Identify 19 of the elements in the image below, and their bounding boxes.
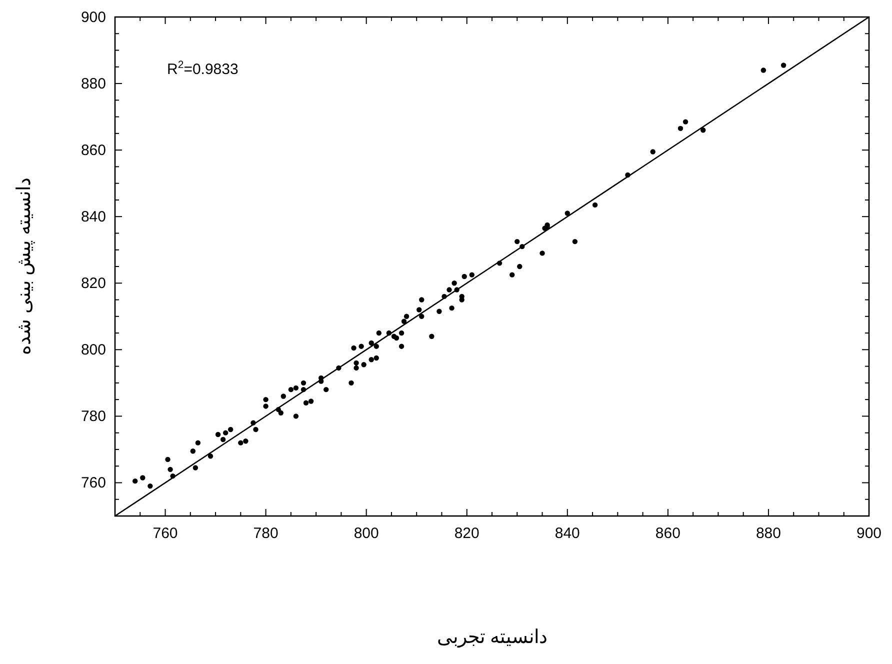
y-tick-label: 780: [80, 408, 106, 426]
x-tick-label: 880: [756, 525, 781, 542]
x-tick-label: 840: [554, 525, 580, 542]
y-tick-label: 800: [80, 342, 106, 359]
x-tick-label: 900: [856, 525, 882, 542]
y-tick-label: 840: [80, 208, 106, 226]
x-tick-label: 860: [655, 525, 680, 542]
y-tick-label: 820: [80, 275, 106, 292]
x-axis-title: دانسیته تجربی: [436, 627, 548, 648]
x-tick-label: 820: [454, 525, 480, 542]
y-tick-label: 860: [80, 142, 106, 160]
y-axis-title: دانسیته پیش بینی شده: [14, 178, 35, 355]
x-tick-label: 800: [354, 525, 379, 542]
y-tick-label: 880: [80, 76, 106, 93]
x-tick-label: 780: [253, 525, 278, 542]
x-tick-label: 760: [152, 525, 178, 542]
y-tick-label: 760: [80, 474, 106, 492]
annotation: R$^{2}$=0.9833: [167, 59, 238, 78]
y-tick-label: 900: [80, 9, 106, 26]
